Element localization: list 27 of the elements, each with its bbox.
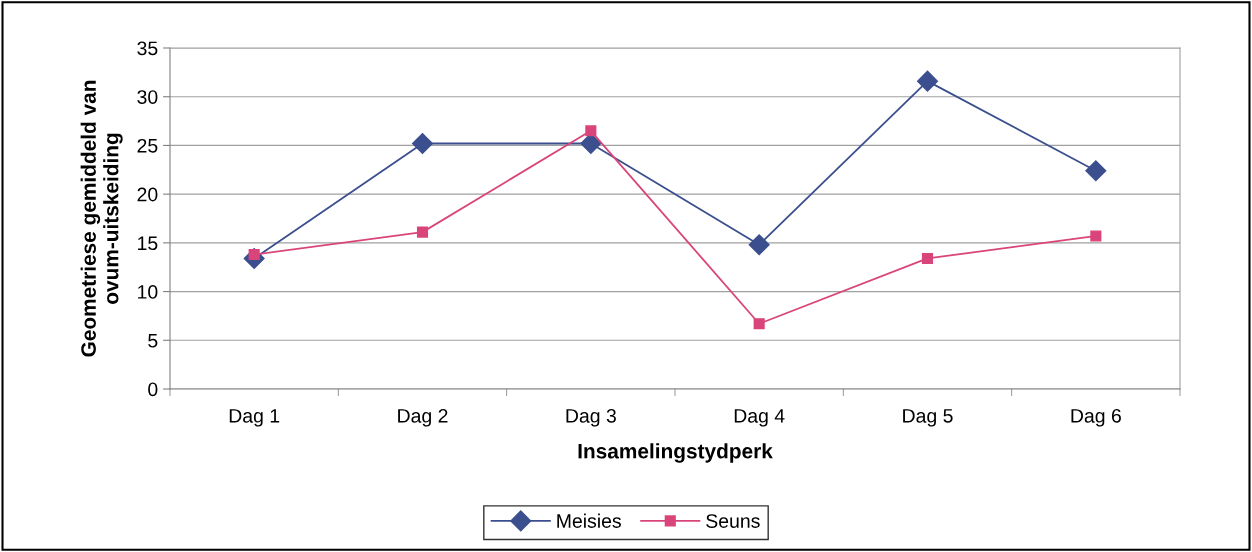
point [748,234,770,256]
x-tick-label: Dag 5 [903,409,953,427]
y-tick-label: 25 [137,138,158,153]
legend-label: Seuns [706,514,760,528]
y-tick-label: 20 [137,187,158,202]
point [1085,160,1107,182]
legend-label: Meisies [557,513,621,528]
y-tick-label: 35 [137,41,158,56]
y-tick-label: 10 [138,285,158,299]
x-tick-label: Dag 1 [229,409,280,427]
point [416,226,429,238]
y-tick-label: 5 [148,333,158,348]
x-axis-title: Insamelingstydperk [578,443,773,463]
point [921,252,934,265]
point [753,318,765,330]
y-tick-label: 0 [148,382,158,397]
point [1090,230,1102,242]
x-tick-label: Dag 2 [398,408,448,427]
x-tick-label: Dag 6 [1071,408,1121,427]
y-tick-label: 15 [138,236,158,251]
y-tick-label: 30 [137,90,158,104]
y-axis-title: Geometriese gemiddeld van ovum-uitskeiding [80,80,123,357]
x-tick-label: Dag 3 [566,408,616,427]
point [585,125,597,137]
point [916,70,939,92]
x-tick-label: Dag 4 [734,409,785,427]
point [411,132,434,154]
